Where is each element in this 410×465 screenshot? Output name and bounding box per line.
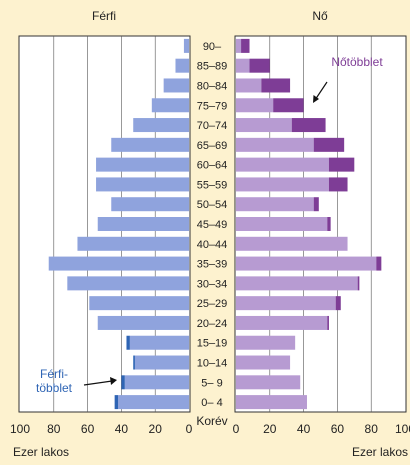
female-surplus-bar: [329, 158, 354, 172]
female-bar: [236, 395, 307, 409]
female-surplus-bar: [376, 257, 381, 271]
female-surplus-bar: [358, 276, 360, 290]
age-group-label: 0– 4: [201, 397, 222, 409]
male-surplus-bar: [126, 336, 129, 350]
age-group-label: 30–34: [197, 278, 228, 290]
female-bar: [236, 177, 329, 191]
male-bar: [98, 217, 189, 231]
male-bar: [152, 98, 189, 112]
male-tick-label: 60: [81, 422, 95, 436]
female-bar: [236, 356, 290, 370]
female-x-axis-label: Ezer lakos: [352, 445, 408, 459]
male-bar: [133, 118, 189, 132]
female-bar: [236, 375, 300, 389]
male-tick-label: 0: [186, 422, 193, 436]
female-bar: [236, 59, 250, 73]
female-bar: [236, 39, 241, 53]
male-tick-label: 20: [149, 422, 163, 436]
male-bar: [175, 59, 189, 73]
male-tick-label: 40: [115, 422, 129, 436]
female-surplus-bar: [327, 217, 330, 231]
female-surplus-bar: [250, 59, 270, 73]
female-bar: [236, 217, 327, 231]
age-group-label: 90–: [203, 41, 222, 53]
age-group-label: 20–24: [197, 318, 228, 330]
male-bar: [164, 78, 189, 92]
female-bar: [236, 237, 348, 251]
male-bar: [125, 375, 189, 389]
age-group-label: 35–39: [197, 259, 228, 271]
female-surplus-bar: [261, 78, 290, 92]
male-bar: [135, 356, 189, 370]
age-group-label: 70–74: [197, 120, 228, 132]
age-group-label: 55–59: [197, 179, 228, 191]
male-bar: [184, 39, 189, 53]
female-surplus-bar: [336, 296, 341, 310]
female-surplus-label: Nőtöbblet: [331, 55, 383, 69]
female-bar: [236, 138, 314, 152]
male-bar: [98, 316, 189, 330]
age-group-label: 25–29: [197, 298, 228, 310]
male-bar: [118, 395, 189, 409]
male-surplus-label-line2: többlet: [36, 381, 73, 395]
female-bar: [236, 78, 261, 92]
female-bar: [236, 257, 376, 271]
female-tick-label: 100: [395, 422, 410, 436]
age-group-label: 85–89: [197, 61, 228, 73]
age-group-label: 45–49: [197, 219, 228, 231]
male-surplus-label-line1: Férfi-: [40, 367, 68, 381]
age-group-label: 15–19: [197, 338, 228, 350]
female-bar: [236, 158, 329, 172]
female-bar: [236, 118, 292, 132]
male-surplus-bar: [133, 356, 135, 370]
female-surplus-bar: [329, 177, 348, 191]
female-tick-label: 20: [263, 422, 277, 436]
age-group-label: 75–79: [197, 100, 228, 112]
female-tick-label: 0: [233, 422, 240, 436]
age-group-label: 50–54: [197, 199, 228, 211]
male-bar: [77, 237, 189, 251]
age-group-label: 40–44: [197, 239, 228, 251]
female-bar: [236, 276, 358, 290]
male-bar: [111, 138, 189, 152]
age-group-label: 5– 9: [201, 377, 222, 389]
female-bar: [236, 336, 295, 350]
female-bar: [236, 296, 336, 310]
male-surplus-bar: [115, 395, 118, 409]
category-axis-label: Korév: [196, 414, 227, 428]
female-surplus-bar: [241, 39, 249, 53]
female-surplus-bar: [314, 197, 319, 211]
male-surplus-bar: [121, 375, 124, 389]
age-group-label: 80–84: [197, 80, 228, 92]
female-tick-label: 60: [331, 422, 345, 436]
age-group-label: 10–14: [197, 358, 228, 370]
male-bar: [96, 177, 189, 191]
male-bar: [89, 296, 189, 310]
female-tick-label: 40: [297, 422, 311, 436]
female-surplus-bar: [292, 118, 326, 132]
male-bar: [49, 257, 189, 271]
male-panel-title: Férfi: [92, 9, 116, 23]
male-bar: [130, 336, 189, 350]
male-bar: [96, 158, 189, 172]
female-surplus-bar: [327, 316, 329, 330]
age-group-label: 60–64: [197, 160, 228, 172]
female-panel-title: Nő: [312, 9, 328, 23]
male-bar: [111, 197, 189, 211]
female-bar: [236, 98, 273, 112]
male-bar: [67, 276, 189, 290]
male-tick-label: 80: [47, 422, 61, 436]
female-bar: [236, 197, 314, 211]
female-tick-label: 80: [365, 422, 379, 436]
age-group-label: 65–69: [197, 140, 228, 152]
female-surplus-bar: [273, 98, 303, 112]
male-tick-label: 100: [10, 422, 30, 436]
age-group-labels: 0– 4 5– 9 10–14 15–19 20–24 25–29 30–34 35–39 40…: [197, 41, 228, 409]
female-surplus-bar: [314, 138, 344, 152]
female-bar: [236, 316, 327, 330]
male-x-axis-label: Ezer lakos: [13, 445, 69, 459]
